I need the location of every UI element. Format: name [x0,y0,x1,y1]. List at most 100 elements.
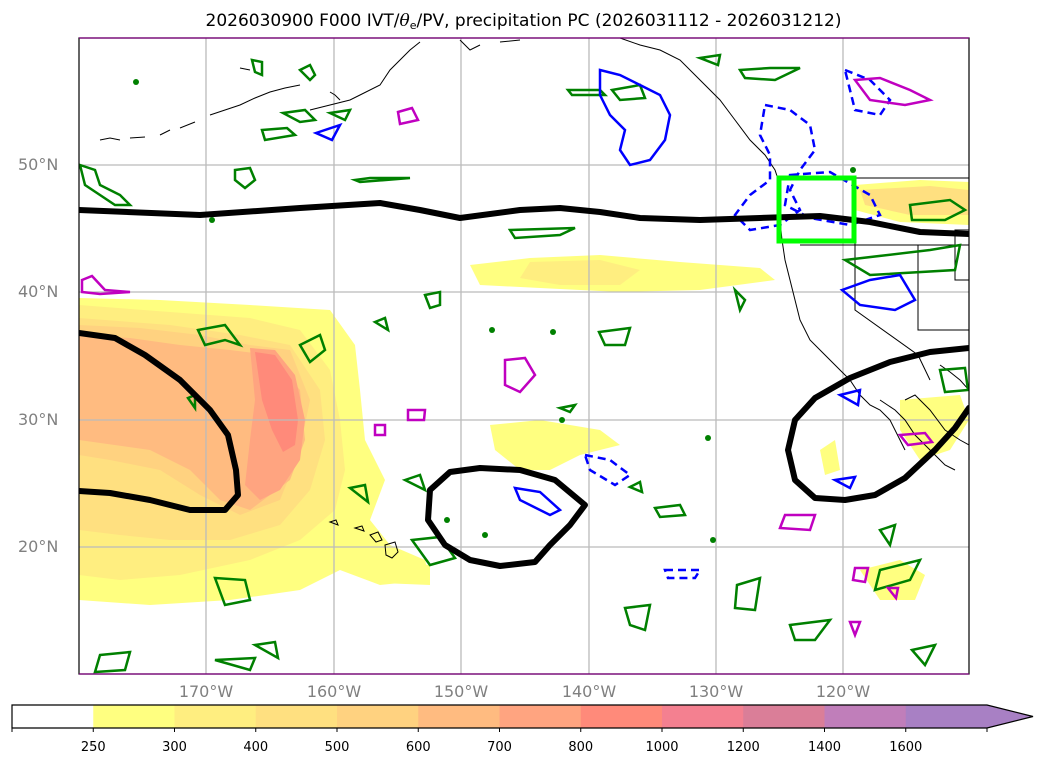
green-contour [732,285,747,314]
green-dot [209,217,215,223]
colorbar-tick-label: 800 [568,740,594,755]
green-contour [347,483,370,505]
chart-title: 2026030900 F000 IVT/θe/PV, precipitation… [0,11,1047,32]
blue-contour [312,122,343,142]
lon-label-150w: 150°W [433,682,489,701]
green-contour [196,323,244,348]
green-contour [213,576,252,607]
green-contour [507,226,576,240]
green-contour [788,618,833,642]
colorbar-tick-label: 1600 [889,740,923,755]
green-dot [559,417,565,423]
title-suffix: /PV, precipitation PC (2026031112 - 2026… [416,11,842,31]
green-contour [233,166,257,190]
colorbar-segment [905,705,1033,728]
colorbar-tick-label: 700 [487,740,512,755]
blue-contour [598,68,672,167]
ivt-250-offshore [820,440,840,475]
lon-label-130w: 130°W [688,682,744,701]
magenta-contour [503,356,537,394]
green-contour [609,83,647,102]
pv-contour-western-trough [79,330,241,513]
colorbar [11,704,1034,732]
colorbar-tick-label: 300 [162,740,187,755]
magenta-contour [373,423,387,437]
green-dot [705,435,711,441]
magenta-contour [848,620,862,639]
green-dot [850,167,856,173]
green-contour [423,290,442,310]
green-contour [298,333,327,364]
blue-contour [836,388,862,407]
colorbar-segment [255,705,338,728]
colorbar-tick-label: 600 [405,740,431,755]
pv-contour-central-cutoff [425,465,588,569]
ivt-800-west [255,352,298,452]
colorbar-segment [174,705,257,728]
ivt-300-central [520,260,640,285]
green-contour [908,198,968,222]
lon-label-160w: 160°W [306,682,362,701]
lon-label-140w: 140°W [561,682,617,701]
ivt-300-pnw [860,186,969,215]
green-contour [873,558,923,592]
blue-contour [512,486,563,517]
blue-dashed-contour [843,67,892,117]
pv-contours [79,200,969,569]
magenta-contour [897,431,935,447]
green-contour [350,176,411,184]
precip-blue-contours [312,68,917,517]
colorbar-tick-label: 1000 [645,740,679,755]
green-contour [372,316,390,333]
green-contour [733,576,762,612]
green-contour [297,63,317,82]
green-contour [401,473,428,493]
precip-green-dots [133,79,856,543]
pv-contour-northern [79,200,969,237]
green-contour [260,126,298,142]
magenta-contour [80,274,131,296]
green-dot [133,79,139,85]
us-west-coast [779,219,906,451]
colorbar-tick-label: 1400 [807,740,842,755]
lat-label-40n: 40°N [18,282,59,301]
green-contour [623,603,652,632]
green-contour [695,53,722,67]
colorbar-segment [93,705,175,728]
magenta-contour [852,76,934,107]
green-contour [737,66,801,82]
colorbar-segment [580,705,663,728]
colorbar-tick-label: 500 [324,740,350,755]
title-prefix: 2026030900 F000 IVT/ [205,11,400,31]
green-contour [653,503,687,519]
precip-green-contours [79,53,969,674]
colorbar-outline [11,704,1034,729]
magenta-contour [851,566,870,584]
colorbar-tick-label: 250 [80,740,106,755]
lat-label-50n: 50°N [18,155,59,174]
green-contour [909,643,938,668]
magenta-contour [885,586,900,601]
title-theta: θ [399,11,410,31]
title-theta-sub: e [409,19,417,32]
green-contour [555,403,578,414]
green-dot [550,329,556,335]
green-dot [489,327,495,333]
green-contour [214,656,257,672]
ivt-250-south [490,420,620,470]
lat-label-30n: 30°N [18,410,59,429]
green-contour [250,58,264,77]
colorbar-segment [499,705,582,728]
green-contour [938,366,969,394]
magenta-contour [406,408,427,422]
green-contour [278,108,318,124]
graticule [79,38,969,674]
magenta-contour [778,513,817,532]
colorbar-tick-label: 400 [243,740,269,755]
colorbar-segment [12,705,94,728]
highlight-box[interactable] [776,175,857,244]
colorbar-tick-label: 1200 [726,740,760,755]
green-dot [710,537,716,543]
hawaii-islands [328,519,399,559]
